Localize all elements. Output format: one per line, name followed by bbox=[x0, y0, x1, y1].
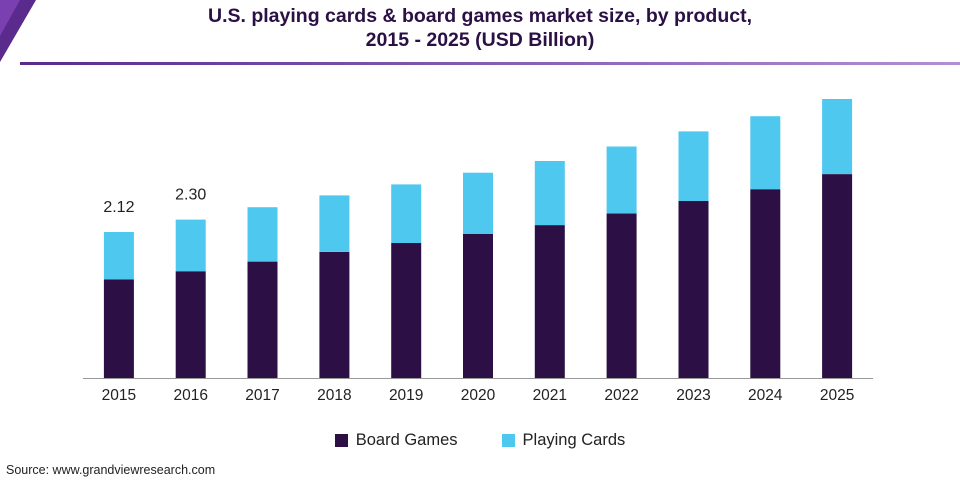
bar-board-games-2024 bbox=[750, 189, 781, 378]
x-tick-label-2019: 2019 bbox=[389, 387, 423, 404]
bar-board-games-2017 bbox=[247, 261, 278, 378]
bar-board-games-2023 bbox=[678, 201, 709, 378]
legend-swatch-board-games bbox=[334, 434, 348, 447]
bar-board-games-2022 bbox=[606, 213, 637, 378]
x-tick-label-2016: 2016 bbox=[173, 387, 207, 404]
legend-item-playing-cards: Playing Cards bbox=[501, 431, 626, 450]
data-label-2016: 2.30 bbox=[175, 187, 206, 204]
x-tick-label-2025: 2025 bbox=[820, 387, 854, 404]
bar-playing-cards-2018 bbox=[319, 195, 350, 252]
x-tick-label-2015: 2015 bbox=[102, 387, 136, 404]
bar-playing-cards-2017 bbox=[247, 207, 278, 262]
legend-label-playing-cards: Playing Cards bbox=[522, 431, 626, 449]
legend-label-board-games: Board Games bbox=[355, 431, 458, 449]
bar-board-games-2018 bbox=[319, 251, 350, 378]
bar-playing-cards-2020 bbox=[463, 172, 493, 234]
legend: Board Games Playing Cards bbox=[0, 431, 960, 450]
header-rule bbox=[20, 62, 960, 65]
bar-board-games-2021 bbox=[534, 225, 565, 378]
bar-playing-cards-2025 bbox=[822, 99, 853, 175]
bar-board-games-2016 bbox=[175, 271, 206, 378]
bar-board-games-2019 bbox=[391, 243, 422, 378]
bar-board-games-2025 bbox=[822, 174, 853, 378]
legend-swatch-playing-cards bbox=[501, 434, 515, 447]
source-note: Source: www.grandviewresearch.com bbox=[6, 463, 216, 477]
chart-title: U.S. playing cards & board games market … bbox=[0, 4, 960, 52]
bar-playing-cards-2015 bbox=[103, 232, 134, 280]
bar-playing-cards-2019 bbox=[391, 184, 422, 243]
bar-board-games-2020 bbox=[463, 234, 493, 378]
stacked-bar-chart: 2015 2.12 2016 2.30 2017 2018 2019 2020 2021 2022… bbox=[83, 99, 873, 404]
bar-playing-cards-2016 bbox=[175, 219, 206, 272]
legend-item-board-games: Board Games bbox=[334, 431, 458, 450]
data-label-2015: 2.12 bbox=[103, 199, 134, 216]
chart-title-line-1: U.S. playing cards & board games market … bbox=[208, 5, 752, 27]
x-tick-label-2020: 2020 bbox=[461, 387, 496, 404]
x-tick-label-2018: 2018 bbox=[317, 387, 351, 404]
chart-title-line-2: 2015 - 2025 (USD Billion) bbox=[365, 29, 595, 51]
x-tick-label-2024: 2024 bbox=[748, 387, 783, 404]
corner-triangle-icon bbox=[0, 0, 36, 62]
x-tick-label-2017: 2017 bbox=[245, 387, 279, 404]
bar-playing-cards-2022 bbox=[606, 146, 637, 214]
x-tick-label-2022: 2022 bbox=[604, 387, 638, 404]
bar-board-games-2015 bbox=[103, 279, 134, 378]
bar-playing-cards-2021 bbox=[534, 161, 565, 226]
bar-playing-cards-2024 bbox=[750, 116, 781, 190]
x-tick-label-2023: 2023 bbox=[676, 387, 710, 404]
x-tick-label-2021: 2021 bbox=[533, 387, 567, 404]
bar-playing-cards-2023 bbox=[678, 131, 709, 201]
